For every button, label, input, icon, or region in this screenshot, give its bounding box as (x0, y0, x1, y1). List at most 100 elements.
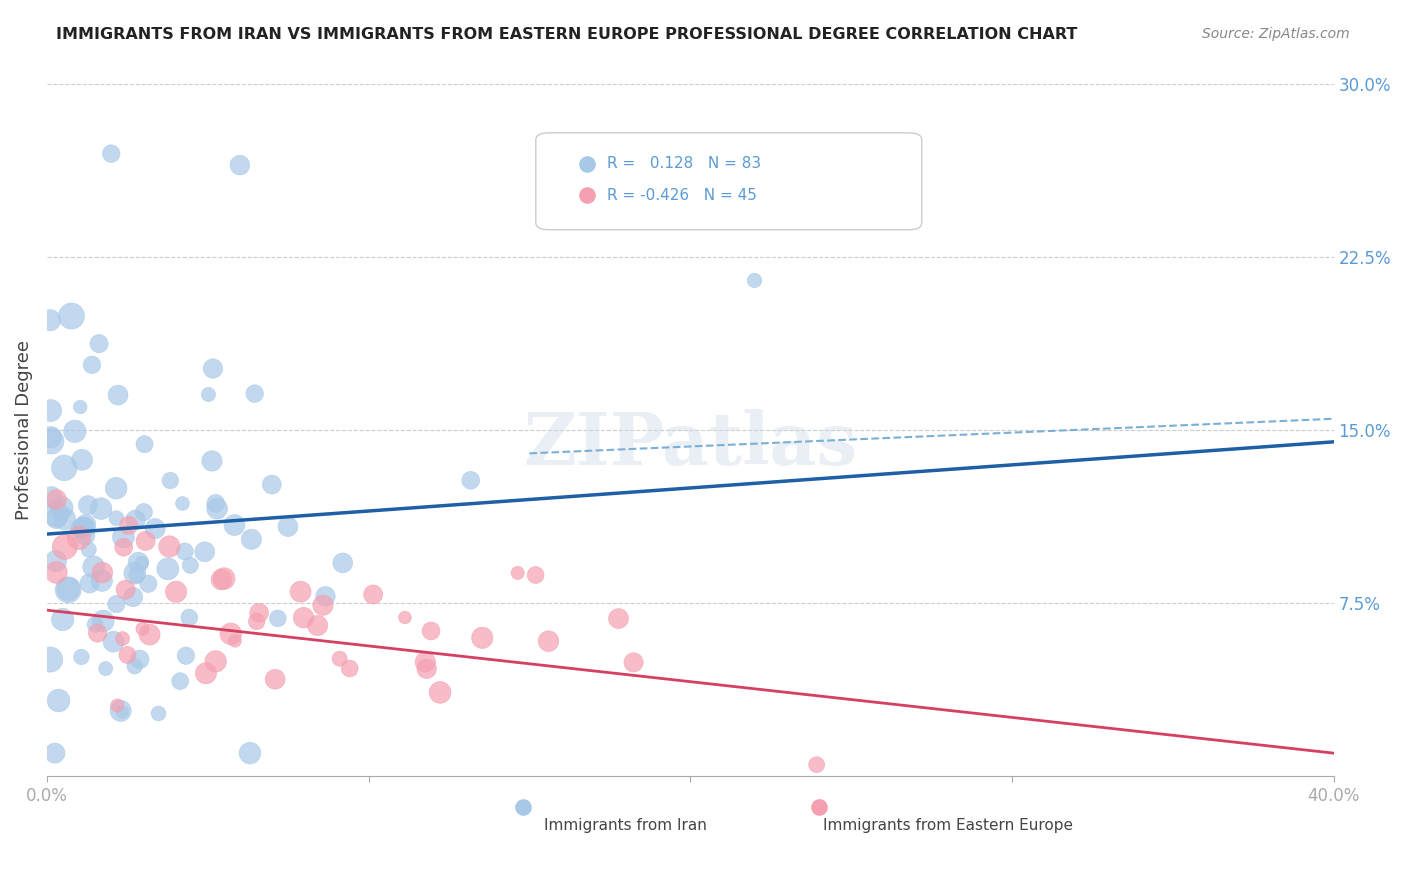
Point (127, 556, 149, 570)
Point (60, 309, 83, 323)
Point (131, 622, 153, 636)
Point (201, 454, 224, 468)
Point (264, 672, 287, 686)
Point (277, 519, 299, 533)
Point (112, 541, 135, 555)
Point (90, 501, 112, 516)
Point (105, 481, 128, 495)
Point (332, 556, 354, 570)
Point (201, 361, 224, 376)
Point (70, 453, 93, 467)
Point (124, 566, 146, 581)
Y-axis label: Professional Degree: Professional Degree (15, 341, 32, 520)
Point (148, 706, 170, 721)
Point (105, 698, 128, 713)
Point (45, 511, 67, 525)
Point (117, 648, 139, 662)
Point (197, 387, 219, 401)
Point (179, 610, 201, 624)
Point (267, 611, 290, 625)
Point (77, 542, 100, 557)
Point (312, 598, 335, 612)
Point (174, 648, 197, 663)
Point (83, 559, 105, 574)
Point (143, 522, 166, 536)
Point (157, 540, 180, 554)
Point (415, 655, 437, 669)
Point (247, 606, 270, 620)
Point (209, 573, 232, 587)
Point (136, 576, 159, 591)
Point (118, 518, 141, 533)
Point (77, 498, 100, 512)
Point (212, 572, 235, 586)
Point (124, 659, 146, 673)
Point (53, 540, 76, 554)
Point (744, 273, 766, 287)
Point (806, 757, 828, 772)
Point (292, 610, 315, 624)
Text: R = -0.426   N = 45: R = -0.426 N = 45 (606, 187, 756, 202)
Point (135, 533, 157, 548)
Text: ZIPatlas: ZIPatlas (523, 409, 858, 480)
Point (69, 400, 91, 414)
Point (156, 562, 179, 576)
Point (105, 597, 128, 611)
Point (429, 685, 451, 699)
Point (132, 505, 155, 519)
Point (52, 612, 75, 626)
Point (229, 158, 252, 172)
Point (48, 693, 70, 707)
Point (124, 513, 146, 527)
Point (131, 556, 153, 570)
Point (112, 530, 135, 544)
Point (246, 615, 269, 629)
Point (524, 568, 547, 582)
Point (67, 531, 90, 545)
Point (134, 437, 156, 451)
Point (41, 490, 63, 504)
Point (110, 704, 132, 718)
Point (111, 705, 134, 719)
Point (39, 652, 62, 666)
Point (75, 517, 97, 532)
Point (122, 590, 145, 604)
Point (94, 662, 117, 676)
Point (219, 627, 242, 641)
Point (53, 461, 76, 475)
Point (58, 582, 80, 596)
Point (165, 584, 187, 599)
Point (39, 403, 62, 417)
Point (39, 434, 62, 449)
Point (339, 661, 361, 675)
Point (45, 508, 67, 522)
Point (159, 474, 181, 488)
Point (179, 558, 201, 573)
Point (224, 633, 246, 648)
Point (51, 500, 73, 515)
Point (1226, 872, 1249, 887)
Point (87, 336, 110, 351)
Point (56, 582, 79, 597)
Point (79, 576, 101, 591)
Point (204, 496, 226, 510)
Point (329, 651, 352, 665)
Point (105, 511, 128, 525)
Point (103, 634, 125, 648)
Point (623, 656, 645, 670)
Point (114, 582, 136, 597)
Point (537, 634, 560, 648)
Point (307, 618, 329, 632)
Text: IMMIGRANTS FROM IRAN VS IMMIGRANTS FROM EASTERN EUROPE PROFESSIONAL DEGREE CORRE: IMMIGRANTS FROM IRAN VS IMMIGRANTS FROM … (56, 27, 1077, 42)
Text: R =   0.128   N = 83: R = 0.128 N = 83 (606, 156, 761, 171)
Point (44, 746, 66, 760)
Point (194, 545, 217, 559)
Point (80, 358, 103, 372)
Point (471, 631, 494, 645)
Point (91, 614, 114, 628)
Point (91, 566, 114, 580)
Point (138, 627, 160, 641)
Point (73, 528, 96, 542)
Point (70, 650, 93, 665)
Point (194, 666, 217, 681)
